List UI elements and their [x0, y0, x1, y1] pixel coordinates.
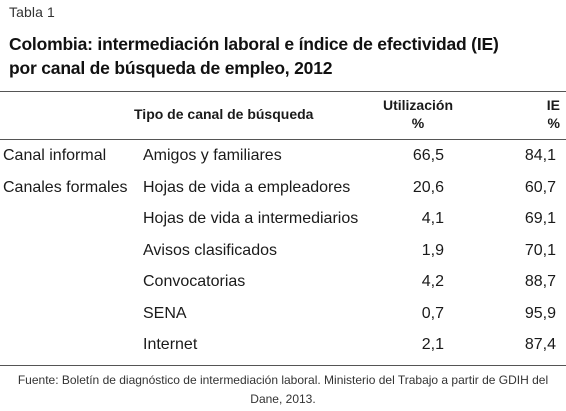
row-channel: Amigos y familiares: [143, 147, 282, 164]
table-row: Avisos clasificados 1,9 70,1: [0, 237, 566, 269]
row-group: Canal informal: [3, 147, 107, 164]
top-rule: [0, 91, 566, 92]
table-row: Convocatorias 4,2 88,7: [0, 268, 566, 300]
header-utilization-label: Utilización: [382, 97, 453, 113]
row-channel: SENA: [143, 304, 187, 322]
row-channel: Convocatorias: [143, 273, 246, 290]
source-note-line-1: Fuente: Boletín de diagnóstico de interm…: [17, 373, 549, 387]
header-channel-type: Tipo de canal de búsqueda: [134, 106, 314, 122]
row-channel: Avisos clasificados: [143, 241, 277, 259]
table-row: Internet 2,1 87,4: [0, 331, 566, 363]
row-channel: Hojas de vida a intermediarios: [143, 210, 359, 227]
header-utilization-unit: %: [411, 115, 425, 131]
row-utilization: 4,1: [421, 210, 444, 227]
header-utilization: Utilización %: [368, 96, 468, 132]
table-body: Canal informal Amigos y familiares 66,5 …: [0, 142, 566, 363]
row-ie: 69,1: [524, 210, 556, 227]
row-utilization: 2,1: [421, 336, 444, 353]
table-title-line-1: Colombia: intermediación laboral e índic…: [9, 34, 499, 54]
table-title-line-2: por canal de búsqueda de empleo, 2012: [9, 58, 333, 78]
table-number: Tabla 1: [9, 4, 55, 20]
row-ie: 70,1: [524, 241, 556, 259]
row-ie: 95,9: [524, 304, 556, 322]
header-rule: [0, 139, 566, 140]
header-ie-label: IE: [546, 97, 560, 113]
header-ie-unit: %: [547, 115, 560, 131]
bottom-rule: [0, 365, 566, 366]
table-row: Canales formales Hojas de vida a emplead…: [0, 174, 566, 206]
row-utilization: 1,9: [421, 241, 444, 259]
header-ie: IE %: [510, 96, 560, 132]
row-channel: Internet: [143, 336, 198, 353]
row-group: Canales formales: [3, 178, 128, 196]
row-utilization: 4,2: [421, 273, 444, 290]
row-ie: 84,1: [524, 147, 556, 164]
row-utilization: 20,6: [412, 178, 444, 196]
table-row: Hojas de vida a intermediarios 4,1 69,1: [0, 205, 566, 237]
table-title: Colombia: intermediación laboral e índic…: [9, 32, 559, 80]
table-row: SENA 0,7 95,9: [0, 300, 566, 332]
source-note: Fuente: Boletín de diagnóstico de interm…: [0, 371, 566, 409]
table-row: Canal informal Amigos y familiares 66,5 …: [0, 142, 566, 174]
row-channel: Hojas de vida a empleadores: [143, 178, 351, 196]
row-ie: 60,7: [524, 178, 556, 196]
source-note-line-2: Dane, 2013.: [250, 392, 316, 406]
row-ie: 87,4: [524, 336, 556, 353]
row-ie: 88,7: [524, 273, 556, 290]
row-utilization: 0,7: [421, 304, 444, 322]
row-utilization: 66,5: [412, 147, 444, 164]
